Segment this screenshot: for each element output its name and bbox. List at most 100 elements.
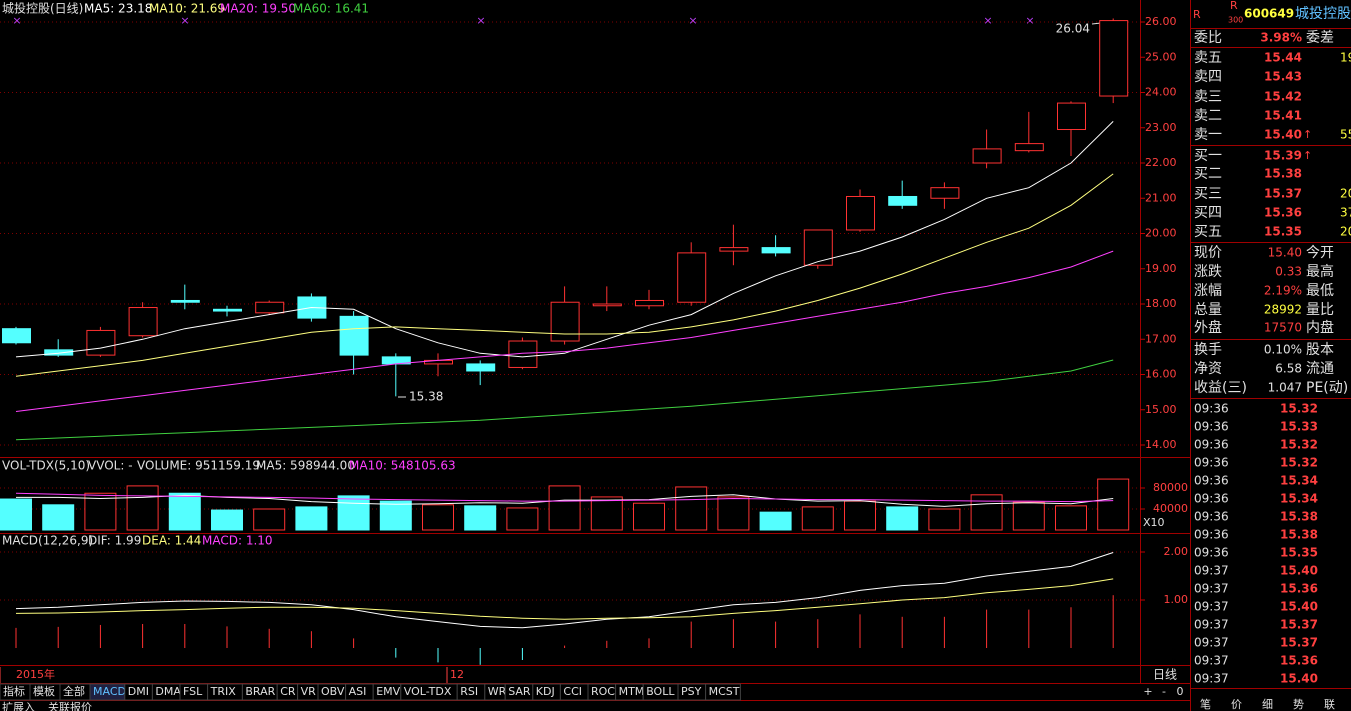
right-tab[interactable]: 价 <box>1231 698 1242 711</box>
svg-text:×: × <box>688 14 697 27</box>
volume-bar <box>295 506 328 531</box>
low-label: 15.38 <box>409 390 443 404</box>
tab-label[interactable]: 指标 <box>3 684 25 698</box>
book-volume: 19 <box>1340 51 1351 65</box>
zoom-button[interactable]: - <box>1162 685 1166 698</box>
tab-label[interactable]: RSI <box>460 685 478 698</box>
zoom-button[interactable]: + <box>1143 685 1152 698</box>
ma-line <box>15 250 1114 412</box>
right-tab[interactable]: 笔 <box>1200 697 1211 711</box>
volume-bar <box>928 508 961 531</box>
tick-time: 09:36 <box>1194 456 1229 470</box>
tick-price: 15.38 <box>1280 510 1318 524</box>
candle-body <box>972 148 1002 164</box>
badge-300: 300 <box>1228 16 1243 25</box>
tab-label[interactable]: OBV <box>321 685 345 698</box>
stat-label: 最低 <box>1306 283 1334 299</box>
volume-ma10-label: MA10: 548105.63 <box>349 459 456 473</box>
tab-label[interactable]: BOLL <box>646 685 675 698</box>
badge: R <box>1230 0 1238 12</box>
stat-label: 流通 <box>1306 361 1334 377</box>
volume-bar <box>337 495 370 531</box>
ratio-value: 3.98% <box>1260 31 1302 45</box>
tab[interactable] <box>705 683 741 701</box>
candle-body <box>846 195 875 231</box>
candle-body <box>255 301 285 314</box>
stat-label: 涨跌 <box>1194 264 1222 280</box>
tab-label[interactable]: MTM <box>619 685 645 698</box>
ma10-label: MA10: 21.69 <box>149 2 225 16</box>
tab-label[interactable]: VOL-TDX <box>404 685 452 698</box>
y-tick-label: 2.00 <box>1164 545 1189 558</box>
tab-label[interactable]: DMA <box>155 685 181 698</box>
book-price: 15.38 <box>1264 167 1302 181</box>
volume-label: VOLUME: 951159.19 <box>137 459 260 473</box>
candle-body <box>170 299 200 303</box>
book-label: 买四 <box>1194 205 1222 221</box>
volume-ma5-label: MA5: 598944.00 <box>256 459 355 473</box>
tab-label[interactable]: FSL <box>183 685 203 698</box>
candle-body <box>592 303 622 307</box>
stat-label: 涨幅 <box>1194 283 1222 299</box>
candle-body <box>466 363 496 372</box>
stat-label: 总量 <box>1194 302 1222 318</box>
tab-label[interactable]: PSY <box>681 685 702 698</box>
bottom-tab[interactable]: 扩展入 <box>2 700 35 711</box>
book-arrow: ↑ <box>1303 128 1312 141</box>
bottom-tab[interactable]: 关联报价 <box>48 700 92 711</box>
tab-label[interactable]: MCST <box>709 685 740 698</box>
tab-label[interactable]: WR <box>488 685 507 698</box>
tick-price: 15.34 <box>1280 474 1318 488</box>
tick-price: 15.40 <box>1280 672 1318 686</box>
zoom-button[interactable]: 0 <box>1177 685 1184 698</box>
volume-bar <box>548 485 581 531</box>
tab-label[interactable]: KDJ <box>536 685 555 698</box>
stat-label: PE(动) <box>1306 380 1348 396</box>
event-markers: × × × × × × <box>12 14 1034 27</box>
right-tab[interactable]: 联 <box>1324 698 1335 711</box>
ratio-label: 委比 <box>1194 30 1222 46</box>
volume-ma-line <box>15 492 1114 503</box>
macd-label: MACD: 1.10 <box>202 534 273 548</box>
volume-bar <box>126 485 159 531</box>
tab-label[interactable]: SAR <box>508 685 531 698</box>
tab-label[interactable]: BRAR <box>245 685 275 698</box>
tab-label[interactable]: TRIX <box>210 685 237 698</box>
volume-bar <box>590 496 623 531</box>
tab-label[interactable]: VR <box>301 685 317 698</box>
tick-time: 09:36 <box>1194 528 1229 542</box>
tab-label[interactable]: MACD <box>93 685 126 698</box>
tab-label[interactable]: 全部 <box>63 684 85 698</box>
stat-label: 股本 <box>1306 342 1334 358</box>
candle-body <box>86 329 116 356</box>
candle-body <box>888 195 918 206</box>
book-price: 15.39 <box>1264 149 1302 163</box>
candle-body <box>719 247 749 252</box>
y-tick-label: 17.00 <box>1145 332 1177 345</box>
book-label: 卖五 <box>1194 50 1222 66</box>
book-price: 15.41 <box>1264 109 1302 123</box>
tab-label[interactable]: CR <box>280 685 296 698</box>
right-tab[interactable]: 势 <box>1293 698 1304 711</box>
tab-label[interactable]: 模板 <box>33 684 55 698</box>
volume-bar <box>675 486 708 531</box>
tab-label[interactable]: DMI <box>128 685 149 698</box>
tab-label[interactable]: EMV <box>376 685 400 698</box>
tick-price: 15.37 <box>1280 618 1318 632</box>
tick-time: 09:36 <box>1194 438 1229 452</box>
volume-bar <box>633 502 665 531</box>
volume-bar <box>0 498 32 531</box>
book-label: 买一 <box>1194 148 1222 164</box>
chart-title: 城投控股(日线) <box>2 1 83 16</box>
tab-label[interactable]: CCI <box>563 685 582 698</box>
right-tab[interactable]: 细 <box>1262 698 1273 711</box>
tab-label[interactable]: ROC <box>591 685 615 698</box>
y-tick-label: 14.00 <box>1145 438 1177 451</box>
y-tick-label: 18.00 <box>1145 297 1177 310</box>
tab-label[interactable]: ASI <box>349 685 367 698</box>
y-tick-label: 20.00 <box>1145 227 1177 240</box>
tick-time: 09:36 <box>1194 492 1229 506</box>
volume-bar <box>1012 501 1045 531</box>
ratio-label: 委差 <box>1306 30 1334 46</box>
